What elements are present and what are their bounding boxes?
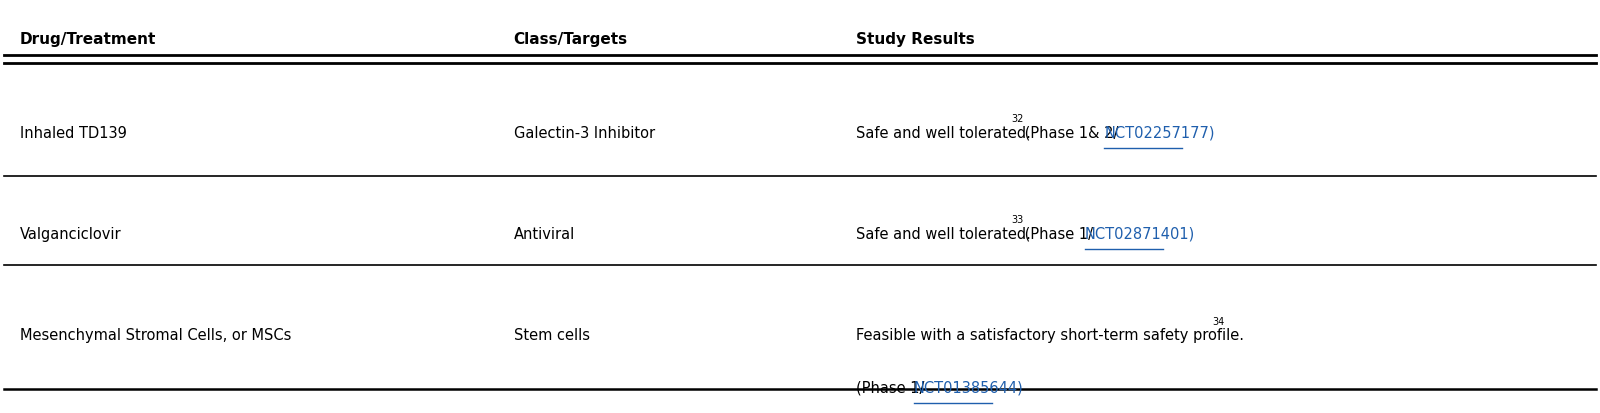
Text: NCT02871401): NCT02871401) bbox=[1085, 227, 1195, 242]
Text: Valganciclovir: Valganciclovir bbox=[21, 227, 122, 242]
Text: Safe and well tolerated.: Safe and well tolerated. bbox=[856, 126, 1030, 140]
Text: Stem cells: Stem cells bbox=[514, 328, 589, 343]
Text: NCT01385644): NCT01385644) bbox=[914, 380, 1024, 396]
Text: Inhaled TD139: Inhaled TD139 bbox=[21, 126, 126, 140]
Text: NCT02257177): NCT02257177) bbox=[1104, 126, 1214, 140]
Text: (Phase 1& 2/: (Phase 1& 2/ bbox=[1019, 126, 1118, 140]
Text: Antiviral: Antiviral bbox=[514, 227, 574, 242]
Text: 32: 32 bbox=[1011, 114, 1024, 124]
Text: Safe and well tolerated.: Safe and well tolerated. bbox=[856, 227, 1030, 242]
Text: Drug/Treatment: Drug/Treatment bbox=[21, 33, 157, 47]
Text: (Phase 1/: (Phase 1/ bbox=[1019, 227, 1093, 242]
Text: Class/Targets: Class/Targets bbox=[514, 33, 627, 47]
Text: Feasible with a satisfactory short-term safety profile.: Feasible with a satisfactory short-term … bbox=[856, 328, 1243, 343]
Text: Galectin-3 Inhibitor: Galectin-3 Inhibitor bbox=[514, 126, 654, 140]
Text: 34: 34 bbox=[1213, 317, 1224, 327]
Text: Mesenchymal Stromal Cells, or MSCs: Mesenchymal Stromal Cells, or MSCs bbox=[21, 328, 291, 343]
Text: 33: 33 bbox=[1011, 216, 1024, 225]
Text: (Phase 1/: (Phase 1/ bbox=[856, 380, 925, 396]
Text: Study Results: Study Results bbox=[856, 33, 974, 47]
